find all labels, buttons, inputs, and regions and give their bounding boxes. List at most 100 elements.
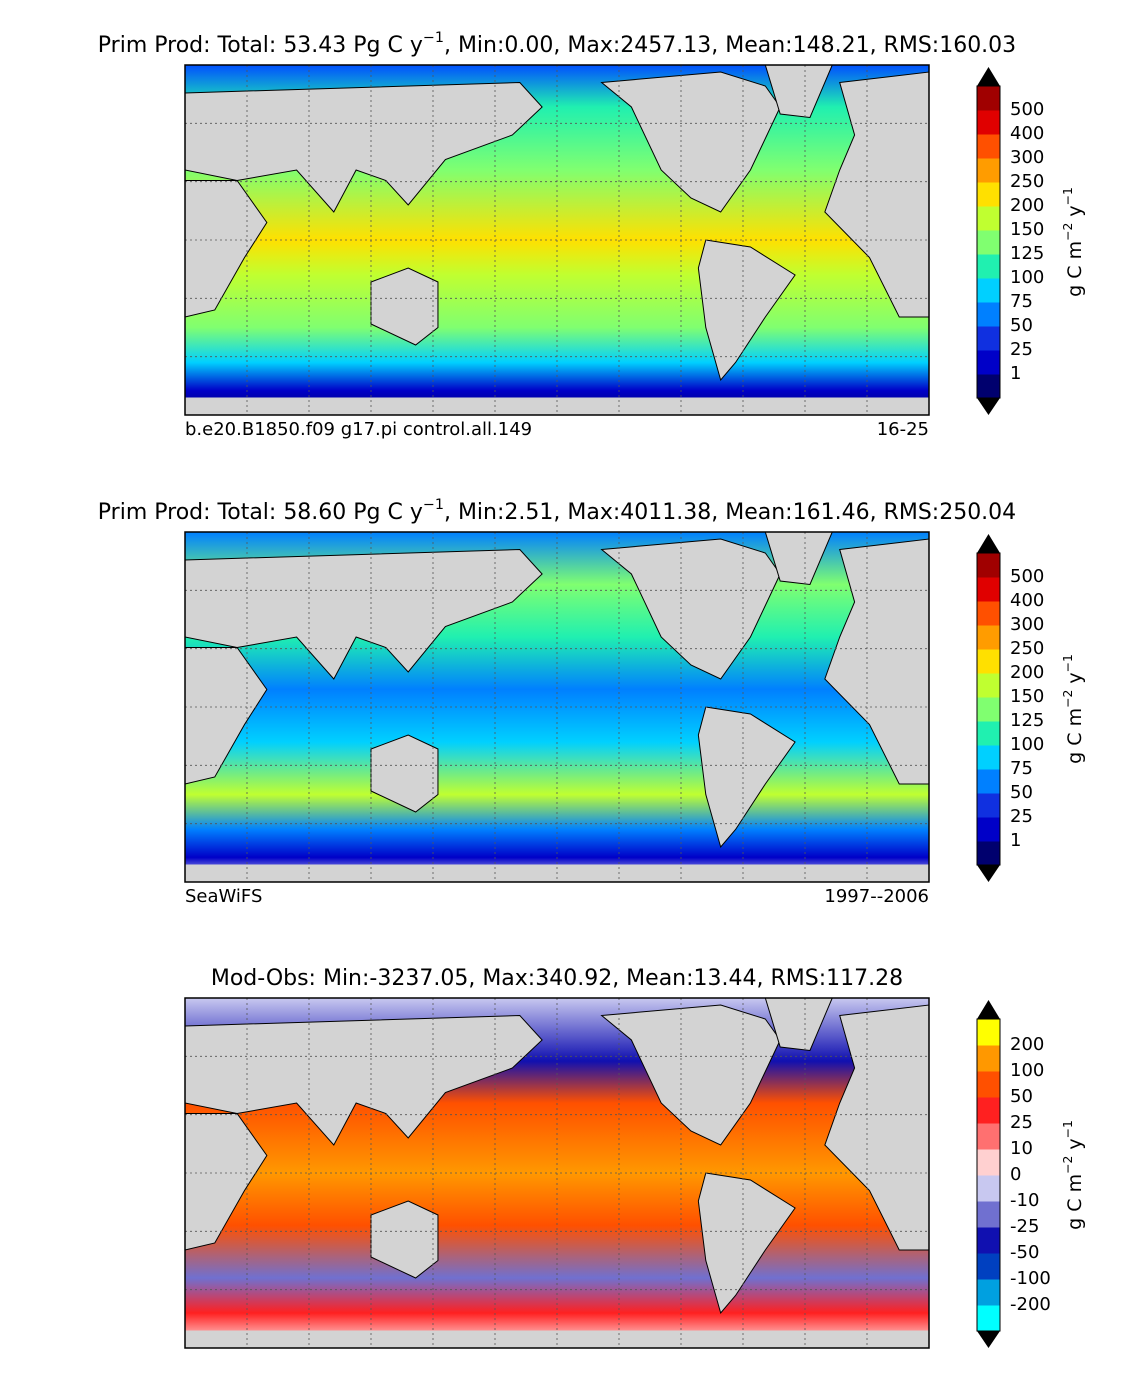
panel-title: Prim Prod: Total: 53.43 Pg C y−1, Min:0.… bbox=[98, 30, 1016, 58]
colorbar-segment bbox=[977, 1227, 1000, 1254]
colorbar-tick-label: 25 bbox=[1010, 806, 1033, 827]
colorbar-segment bbox=[977, 817, 1000, 842]
period-label: 1997--2006 bbox=[824, 886, 929, 907]
colorbar-tick-label: 1 bbox=[1010, 363, 1021, 384]
land bbox=[697, 239, 796, 382]
land bbox=[697, 706, 796, 849]
colorbar-segment bbox=[977, 745, 1000, 770]
superscript: −1 bbox=[1061, 1120, 1075, 1138]
colorbar-segment bbox=[977, 1305, 1000, 1332]
text-part: g C m bbox=[1064, 708, 1086, 764]
colorbar-segment bbox=[977, 649, 1000, 674]
colorbar-segment bbox=[977, 721, 1000, 746]
colorbar-tick-label: 500 bbox=[1010, 566, 1044, 587]
colorbar-segment bbox=[977, 1019, 1000, 1046]
colorbar-segment bbox=[977, 577, 1000, 602]
colorbar-segment bbox=[977, 254, 1000, 279]
text-part: y bbox=[1064, 1138, 1086, 1155]
colorbar-tick-label: 250 bbox=[1010, 638, 1044, 659]
colorbar-tick-label: 125 bbox=[1010, 243, 1044, 264]
colorbar-tick-label: -50 bbox=[1010, 1242, 1039, 1263]
land bbox=[600, 538, 781, 680]
colorbar-tick-label: 1 bbox=[1010, 830, 1021, 851]
colorbar-tick-label: 125 bbox=[1010, 710, 1044, 731]
colorbar-segment bbox=[977, 1279, 1000, 1306]
colorbar-label: g C m−2 y−1 bbox=[1061, 187, 1086, 297]
colorbar-tick-label: 150 bbox=[1010, 686, 1044, 707]
colorbar-extend-bottom bbox=[977, 1331, 1000, 1348]
superscript: −1 bbox=[423, 30, 444, 46]
colorbar-extend-bottom bbox=[977, 865, 1000, 882]
colorbar-tick-label: 25 bbox=[1010, 339, 1033, 360]
land bbox=[600, 71, 781, 213]
colorbar-extend-bottom bbox=[977, 398, 1000, 415]
colorbar-tick-label: 10 bbox=[1010, 1138, 1033, 1159]
colorbar-segment bbox=[977, 601, 1000, 626]
text-part: Mod-Obs: Min:-3237.05, Max:340.92, Mean:… bbox=[211, 966, 903, 991]
colorbar-segment bbox=[977, 326, 1000, 351]
colorbar-segment bbox=[977, 1071, 1000, 1098]
colorbar-tick-label: 500 bbox=[1010, 99, 1044, 120]
period-label: 16-25 bbox=[877, 419, 929, 440]
colorbar-tick-label: -200 bbox=[1010, 1294, 1051, 1315]
panel-title: Mod-Obs: Min:-3237.05, Max:340.92, Mean:… bbox=[211, 966, 903, 991]
colorbar-tick-label: 400 bbox=[1010, 590, 1044, 611]
text-part: g C m bbox=[1064, 241, 1086, 297]
colorbar-segment bbox=[977, 158, 1000, 183]
colorbar-frame bbox=[976, 552, 1001, 866]
colorbar-segment bbox=[977, 302, 1000, 327]
colorbar-tick-label: 100 bbox=[1010, 1060, 1044, 1081]
colorbar-tick-label: 75 bbox=[1010, 291, 1033, 312]
colorbar-tick-label: 200 bbox=[1010, 662, 1044, 683]
colorbar-segment bbox=[977, 1149, 1000, 1176]
colorbar-segment bbox=[977, 182, 1000, 207]
source-label: b.e20.B1850.f09 g17.pi control.all.149 bbox=[185, 419, 532, 440]
colorbar-tick-label: 50 bbox=[1010, 782, 1033, 803]
superscript: −2 bbox=[1061, 1156, 1075, 1174]
colorbar-segment bbox=[977, 350, 1000, 375]
colorbar-tick-label: 75 bbox=[1010, 758, 1033, 779]
map-frame bbox=[184, 997, 930, 1349]
land bbox=[184, 1014, 543, 1146]
colorbar-tick-label: 25 bbox=[1010, 1112, 1033, 1133]
land bbox=[600, 1004, 781, 1146]
colorbar-tick-label: 100 bbox=[1010, 734, 1044, 755]
map-frame bbox=[184, 64, 930, 416]
colorbar-segment bbox=[977, 278, 1000, 303]
colorbar-frame bbox=[976, 85, 1001, 399]
colorbar-tick-label: 300 bbox=[1010, 614, 1044, 635]
superscript: −2 bbox=[1061, 223, 1075, 241]
colorbar-segment bbox=[977, 1097, 1000, 1124]
colorbar-segment bbox=[977, 1045, 1000, 1072]
text-part: y bbox=[1064, 672, 1086, 689]
colorbar-frame bbox=[976, 1018, 1001, 1332]
colorbar-segment bbox=[977, 230, 1000, 255]
colorbar-tick-label: 50 bbox=[1010, 315, 1033, 336]
colorbar-tick-label: 0 bbox=[1010, 1164, 1021, 1185]
colorbar-segment bbox=[977, 134, 1000, 159]
land bbox=[370, 1200, 439, 1279]
colorbar-segment bbox=[977, 673, 1000, 698]
colorbar-label: g C m−2 y−1 bbox=[1061, 1120, 1086, 1230]
colorbar-segment bbox=[977, 553, 1000, 578]
colorbar-segment bbox=[977, 1123, 1000, 1150]
colorbar-segment bbox=[977, 769, 1000, 794]
text-part: , Min:0.00, Max:2457.13, Mean:148.21, RM… bbox=[444, 33, 1016, 58]
colorbar-extend-top bbox=[977, 67, 1000, 86]
text-part: g C m bbox=[1064, 1174, 1086, 1230]
colorbar-extend-top bbox=[977, 534, 1000, 553]
colorbar-tick-label: 200 bbox=[1010, 1034, 1044, 1055]
panel-title: Prim Prod: Total: 58.60 Pg C y−1, Min:2.… bbox=[98, 497, 1016, 525]
colorbar-tick-label: -100 bbox=[1010, 1268, 1051, 1289]
colorbar-tick-label: 200 bbox=[1010, 195, 1044, 216]
colorbar-tick-label: 250 bbox=[1010, 171, 1044, 192]
colorbar-segment bbox=[977, 206, 1000, 231]
superscript: −1 bbox=[423, 497, 444, 513]
superscript: −2 bbox=[1061, 690, 1075, 708]
colorbar-tick-label: 400 bbox=[1010, 123, 1044, 144]
superscript: −1 bbox=[1061, 187, 1075, 205]
text-part: , Min:2.51, Max:4011.38, Mean:161.46, RM… bbox=[444, 500, 1016, 525]
land bbox=[370, 734, 439, 813]
colorbar-segment bbox=[977, 1175, 1000, 1202]
colorbar-segment bbox=[977, 374, 1000, 399]
